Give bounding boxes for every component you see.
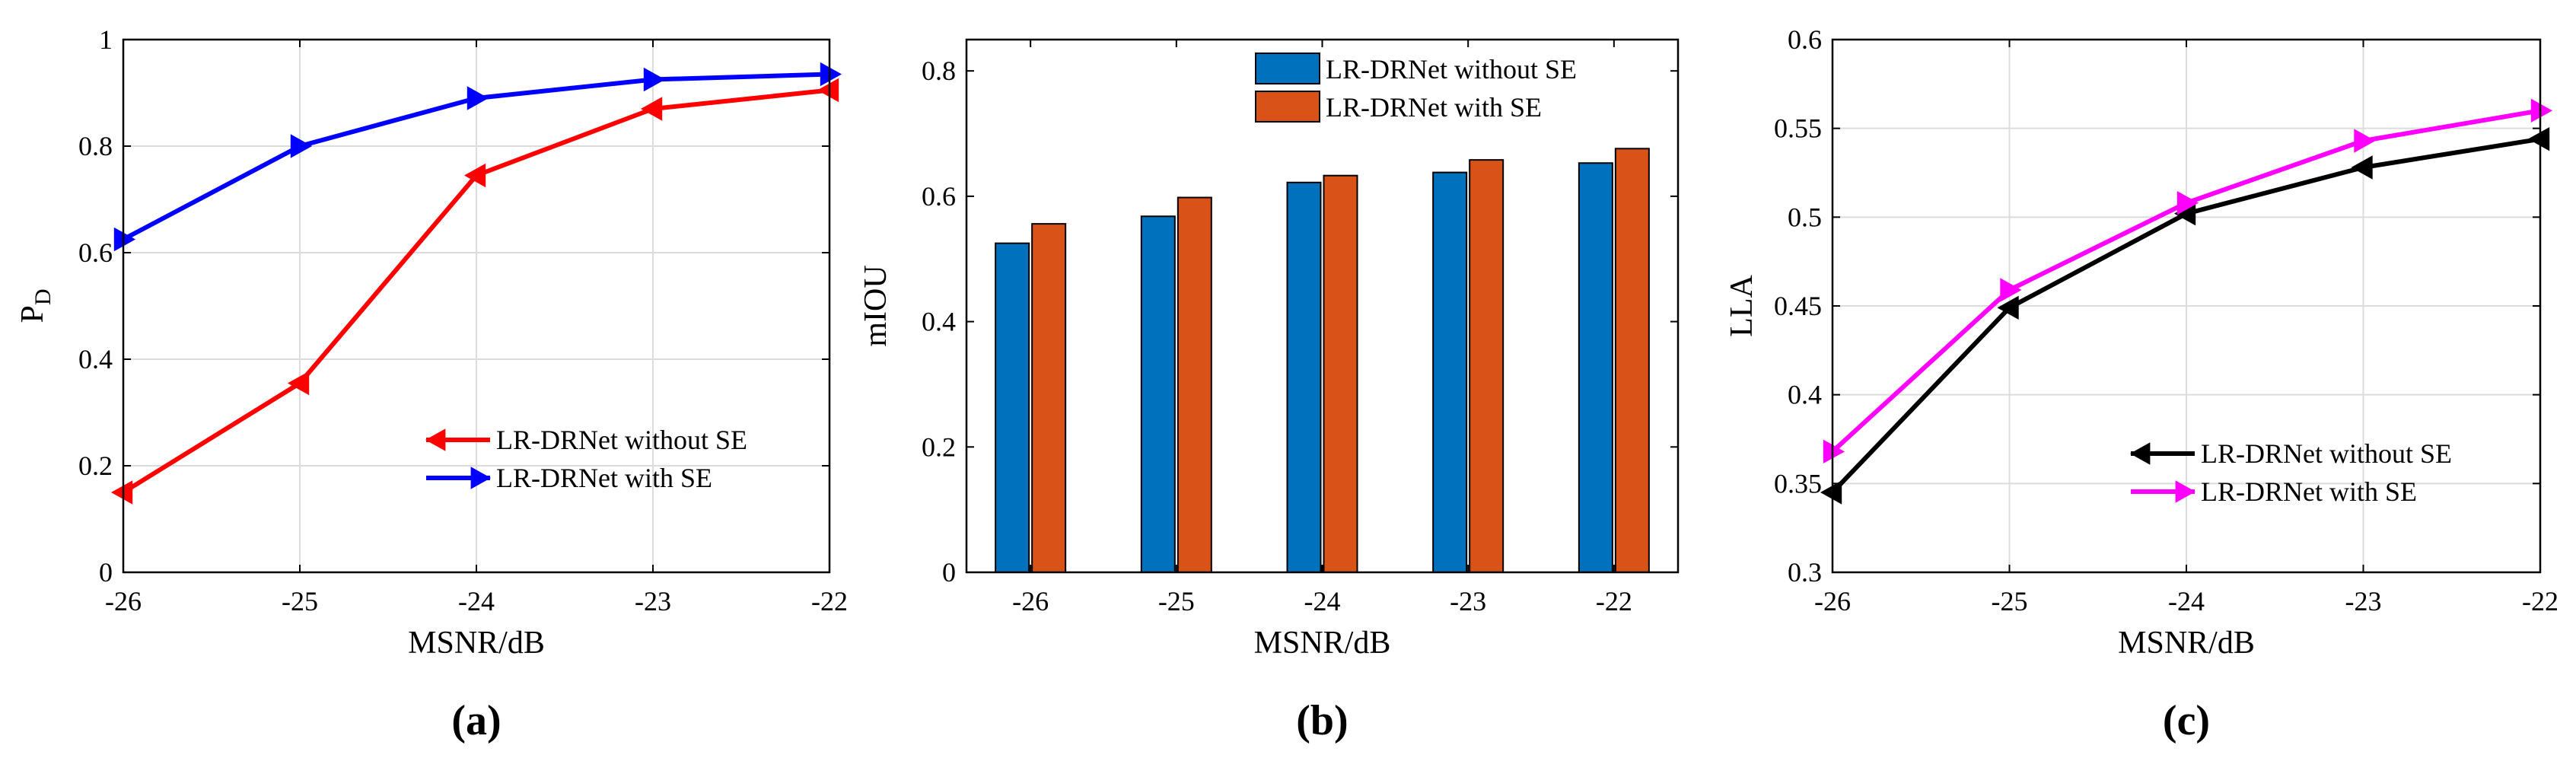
chart-panel-3: -26 -25 -24 -23 -22 0.3 0.35 0.4 0.45 0.5 0.55 0.6 M…: [1724, 24, 2558, 744]
bar: [1614, 148, 1650, 573]
data-point: [110, 480, 133, 505]
data-point: [1820, 480, 1842, 505]
x-tick-label: -25: [282, 586, 318, 616]
data-point: [1823, 439, 1845, 464]
legend-swatch: [1255, 91, 1320, 123]
y-tick-label: 0.4: [922, 307, 956, 337]
bar: [1177, 196, 1212, 573]
data-point: [287, 371, 310, 396]
axes-frame: [1831, 38, 2542, 574]
y-tick-label: 0.8: [922, 56, 956, 86]
y-tick-label: 0.2: [922, 432, 956, 462]
chart-panel-1: -26 -25 -24 -23 -22 0 0.2 0.4 0.6 0.8 1 MSNR/dB PD LR…: [15, 24, 848, 744]
panel-label: (c): [2163, 697, 2210, 744]
x-tick-label: -22: [1596, 586, 1632, 616]
y-tick-label: 0.8: [78, 131, 113, 161]
x-tick-label: -25: [1158, 586, 1195, 616]
legend-marker: [470, 467, 492, 489]
legend-label: LR-DRNet without SE: [496, 425, 747, 455]
x-tick-label: -24: [2168, 586, 2205, 616]
y-axis-label: PD: [15, 288, 56, 323]
y-tick-label: 0.45: [1774, 291, 1822, 321]
legend-label: LR-DRNet without SE: [2201, 438, 2452, 469]
x-tick-label: -23: [1450, 586, 1486, 616]
y-tick-label: 0: [942, 557, 956, 588]
axes-frame: [122, 38, 831, 574]
x-tick-label: -26: [1814, 586, 1851, 616]
x-tick-label: -24: [1304, 586, 1341, 616]
x-tick-label: -23: [2345, 586, 2382, 616]
legend-label: LR-DRNet with SE: [1326, 92, 1542, 123]
y-tick-label: 0.4: [1788, 380, 1822, 410]
y-tick-label: 0.6: [922, 181, 956, 212]
y-tick-label: 0.2: [78, 451, 113, 481]
x-tick-label: -22: [811, 586, 848, 616]
y-axis-label: mIOU: [858, 265, 893, 346]
panel-label: (a): [451, 697, 501, 744]
x-axis-label: MSNR/dB: [1254, 626, 1391, 661]
x-tick-label: -26: [105, 586, 142, 616]
y-tick-label: 0.55: [1774, 113, 1822, 144]
bar: [1469, 159, 1505, 573]
bar: [1286, 181, 1322, 573]
data-point: [2351, 155, 2373, 180]
legend-label: LR-DRNet with SE: [2201, 476, 2417, 507]
x-tick-label: -22: [2522, 586, 2558, 616]
data-point: [1997, 295, 2019, 320]
data-point: [2176, 190, 2199, 215]
legend-swatch: [1255, 53, 1320, 84]
panel-label: (b): [1296, 697, 1348, 744]
data-point: [2000, 278, 2022, 302]
legend-marker: [2129, 442, 2151, 465]
x-tick-label: -24: [458, 586, 495, 616]
data-point: [2354, 129, 2376, 153]
plot-area: [966, 40, 1678, 572]
x-tick-label: -25: [1992, 586, 2028, 616]
y-tick-label: 0.4: [78, 344, 113, 374]
y-tick-label: 0: [99, 557, 113, 588]
data-point: [640, 97, 663, 121]
data-point: [2530, 98, 2553, 123]
bar: [1578, 162, 1613, 573]
data-point: [113, 227, 136, 252]
y-tick-label: 0.3: [1788, 557, 1822, 588]
legend-marker: [425, 428, 446, 451]
legend-label: LR-DRNet with SE: [496, 463, 712, 493]
data-point: [820, 62, 842, 87]
y-tick-label: 0.6: [78, 237, 113, 268]
chart-panel-2: -26 -25 -24 -23 -22 0 0.2 0.4 0.6 0.8 MSNR/dB mIOU L…: [858, 38, 1680, 744]
y-tick-label: 1: [99, 24, 113, 55]
data-point: [643, 67, 666, 92]
y-axis-label-subscript: D: [30, 288, 56, 305]
bar: [1140, 215, 1176, 573]
x-tick-label: -26: [1012, 586, 1049, 616]
data-point: [463, 163, 486, 188]
axes-frame: [965, 38, 1680, 574]
legend-label: LR-DRNet without SE: [1326, 54, 1577, 84]
bar: [1031, 223, 1067, 573]
bar: [1323, 174, 1358, 574]
y-tick-label: 0.35: [1774, 468, 1822, 498]
y-axis-label: LLA: [1724, 275, 1759, 337]
y-tick-label: 0.6: [1788, 24, 1822, 55]
data-point: [2527, 126, 2550, 151]
data-point: [466, 86, 489, 110]
x-axis-label: MSNR/dB: [408, 626, 545, 661]
data-point: [290, 134, 313, 158]
y-tick-label: 0.5: [1788, 202, 1822, 232]
legend-marker: [2175, 480, 2196, 503]
bar: [995, 242, 1030, 573]
x-tick-label: -23: [635, 586, 671, 616]
x-axis-label: MSNR/dB: [2118, 626, 2255, 661]
data-point: [817, 78, 839, 103]
bar: [1432, 171, 1468, 573]
